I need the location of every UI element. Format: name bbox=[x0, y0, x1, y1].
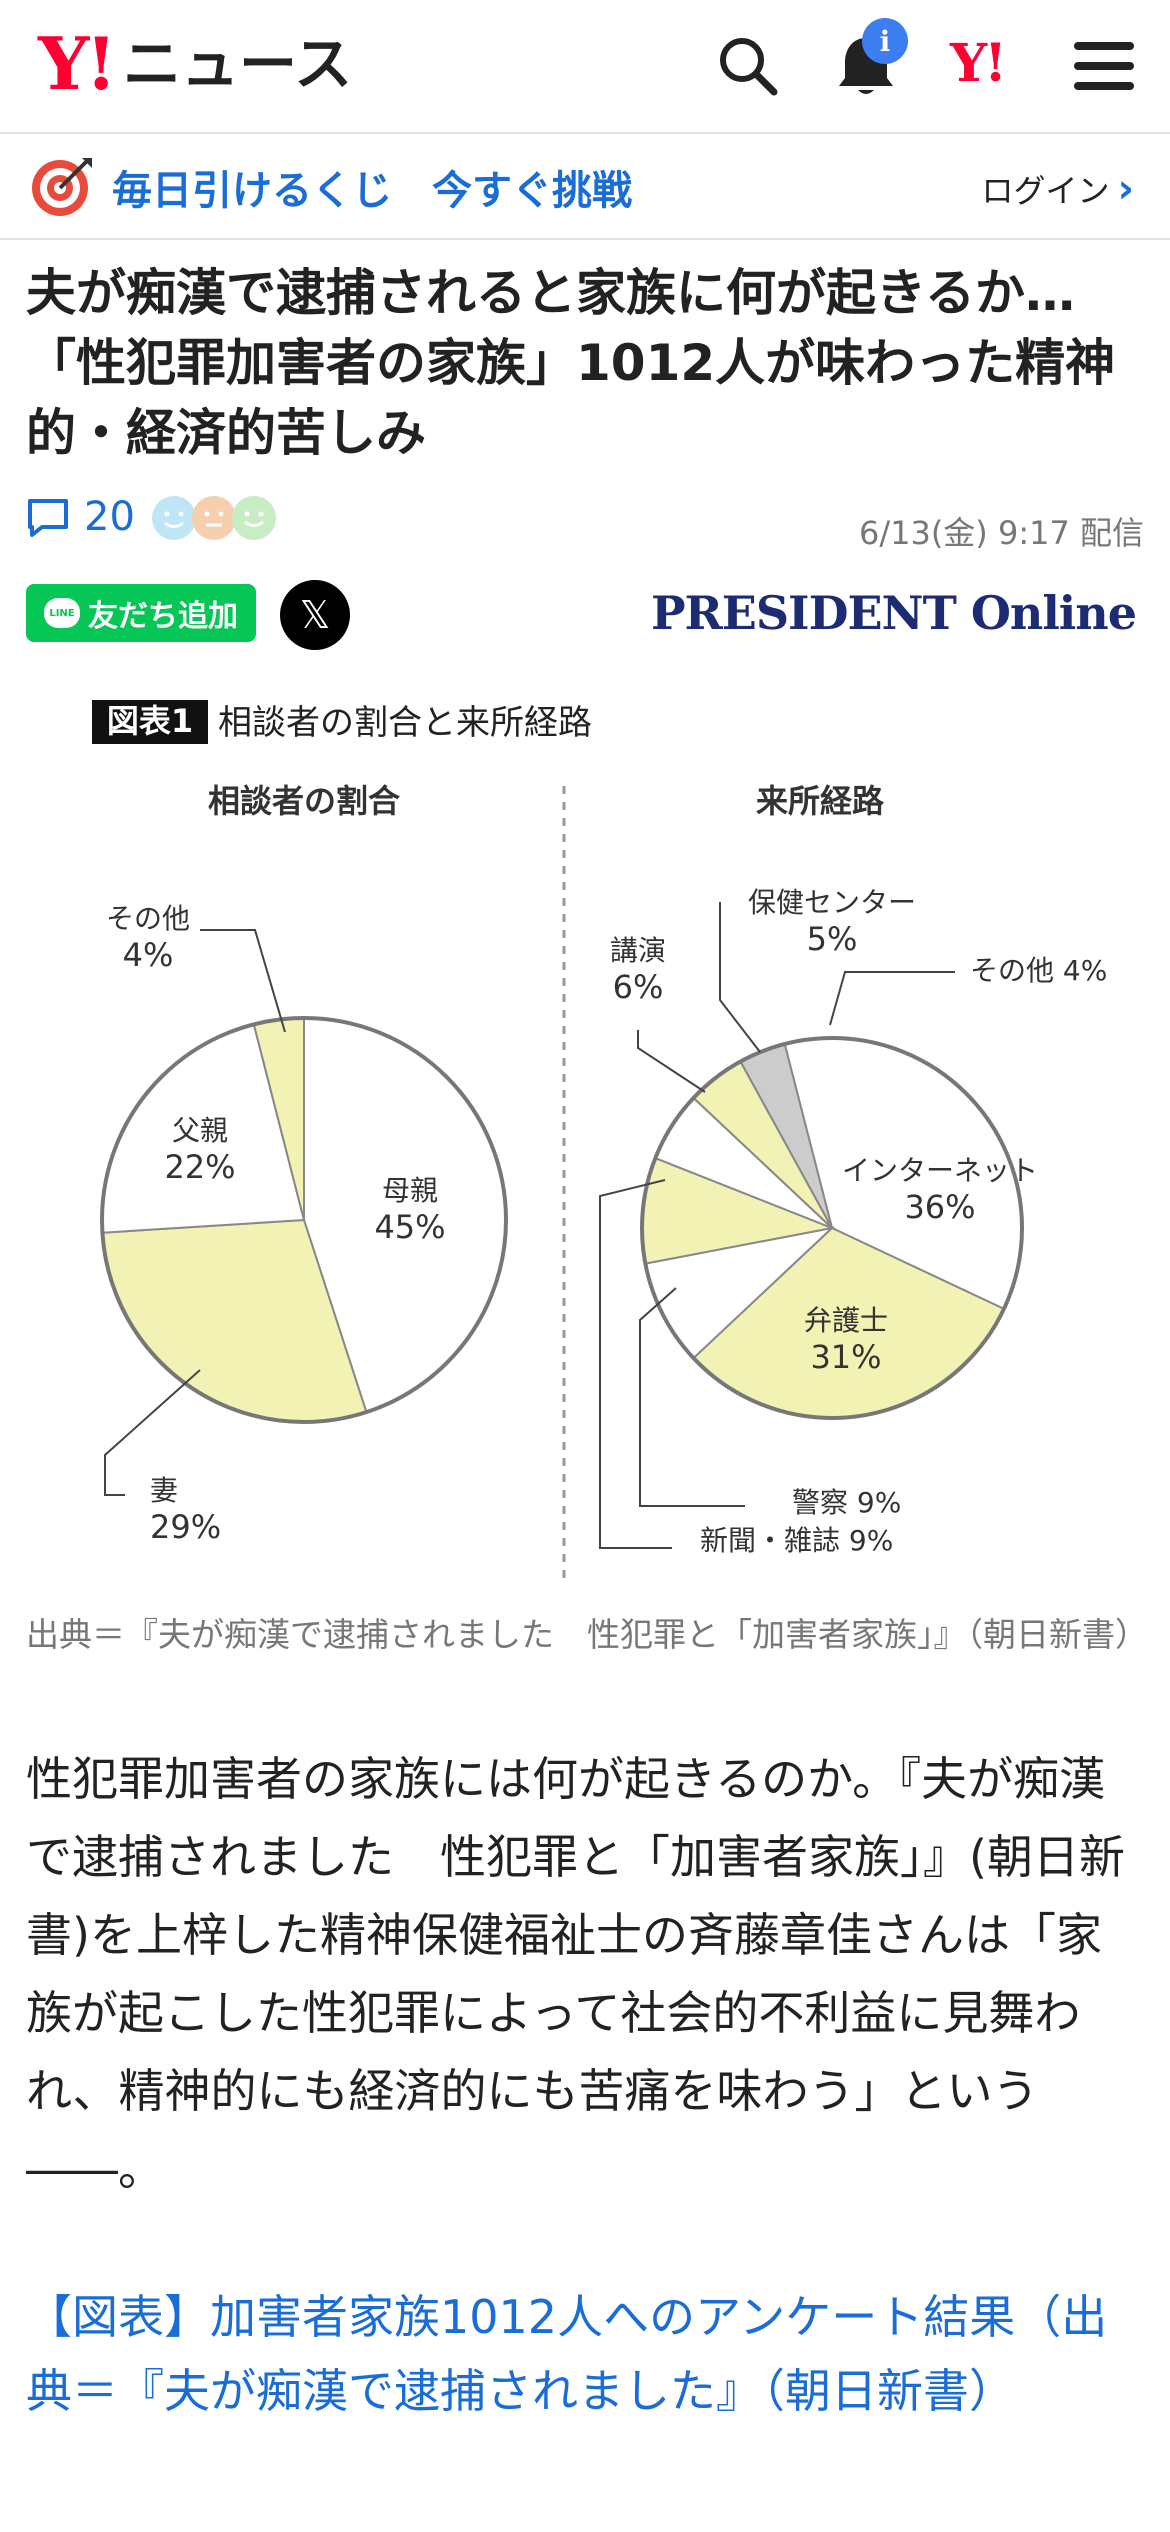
article-figure[interactable]: 図表1 相談者の割合と来所経路 相談者の割合 来所経路 母親 45% 妻 29% 父親 2… bbox=[0, 680, 1170, 1600]
slice-value-label: 36% bbox=[904, 1188, 975, 1226]
slice-value-label: 22% bbox=[164, 1148, 235, 1186]
chart-title-right: 来所経路 bbox=[756, 782, 885, 820]
slice-label: インターネット bbox=[842, 1154, 1038, 1187]
figure-label-box bbox=[92, 700, 208, 744]
chevron-right-icon: › bbox=[1117, 166, 1134, 212]
slice-value-label: 4% bbox=[123, 936, 174, 974]
line-logo-icon: LINE bbox=[44, 598, 80, 628]
smile-face-icon bbox=[232, 496, 276, 540]
reaction-faces[interactable] bbox=[152, 496, 276, 540]
article-lead-text: 性犯罪加害者の家族には何が起きるのか。『夫が痴漢で逮捕されました 性犯罪と「加害… bbox=[26, 1752, 1125, 2196]
slice-label: 警察 9% bbox=[792, 1486, 901, 1519]
notification-badge: i bbox=[862, 18, 908, 64]
slice-label: 母親 bbox=[382, 1174, 438, 1207]
comment-icon bbox=[28, 499, 68, 537]
leader-line bbox=[829, 971, 955, 1026]
yahoo-mark-icon[interactable]: Y! bbox=[950, 33, 1007, 94]
happy-face-icon bbox=[152, 496, 196, 540]
pie-outline bbox=[100, 1016, 508, 1424]
app-header: Y! ニュース i Y! bbox=[0, 0, 1170, 134]
slice-label: その他 bbox=[106, 902, 190, 935]
figure-label: 図表1 bbox=[107, 702, 193, 740]
x-logo-icon: 𝕏 bbox=[299, 593, 331, 637]
article-meta: 20 6/13(金) 9:17 配信 bbox=[26, 490, 1144, 552]
line-add-friend-button[interactable]: LINE 友だち追加 bbox=[26, 584, 256, 642]
figure-heading: 図表1 相談者の割合と来所経路 bbox=[92, 700, 592, 744]
slice-label: 新聞・雑誌 9% bbox=[700, 1524, 893, 1557]
pie-outline bbox=[640, 1036, 1024, 1420]
publish-date: 6/13(金) 9:17 配信 bbox=[858, 514, 1144, 552]
lottery-promo-text[interactable]: 毎日引けるくじ 今すぐ挑戦 bbox=[112, 168, 632, 214]
line-button-label: 友だち追加 bbox=[88, 599, 238, 634]
leader-line bbox=[637, 1030, 706, 1093]
share-row: LINE 友だち追加 𝕏 PRESIDENT Online bbox=[26, 580, 1144, 650]
leader-line bbox=[639, 1287, 745, 1507]
comments-link[interactable]: 20 bbox=[26, 494, 135, 540]
leader-line bbox=[104, 1369, 201, 1496]
news-logo-text: ニュース bbox=[123, 30, 353, 98]
yahoo-news-logo[interactable]: Y! ニュース bbox=[38, 28, 352, 100]
slice-value-label: 31% bbox=[810, 1338, 881, 1376]
article-title: 夫が痴漢で逮捕されると家族に何が起きるか…「性犯罪加害者の家族」1012人が味わ… bbox=[26, 264, 1116, 462]
slice-value-label: 5% bbox=[807, 920, 858, 958]
yahoo-logo-mark: Y! bbox=[38, 21, 117, 106]
slice-value-label: 29% bbox=[150, 1508, 221, 1546]
figure-caption: 出典＝『夫が痴漢で逮捕されました 性犯罪と「加害者家族」』（朝日新書） bbox=[26, 1615, 1148, 1654]
slice-label: 妻 bbox=[150, 1474, 178, 1507]
leader-line bbox=[719, 902, 761, 1053]
slice-value-label: 6% bbox=[613, 968, 664, 1006]
menu-hamburger-icon[interactable] bbox=[1070, 32, 1138, 100]
chart-title-left: 相談者の割合 bbox=[208, 782, 400, 820]
figure-title: 相談者の割合と来所経路 bbox=[218, 703, 592, 743]
slice-label: 父親 bbox=[172, 1114, 228, 1147]
slice-label: 講演 bbox=[610, 934, 666, 967]
slice-value-label: 45% bbox=[374, 1208, 445, 1246]
leader-line bbox=[200, 929, 286, 1033]
x-share-button[interactable]: 𝕏 bbox=[280, 580, 350, 650]
lottery-promo-bar[interactable]: 毎日引けるくじ 今すぐ挑戦 ログイン › bbox=[0, 134, 1170, 240]
slice-label: 保健センター bbox=[748, 886, 916, 919]
search-icon[interactable] bbox=[714, 32, 782, 100]
login-link[interactable]: ログイン › bbox=[982, 166, 1135, 212]
target-icon bbox=[30, 154, 96, 224]
leader-line bbox=[599, 1179, 672, 1549]
slice-label: 弁護士 bbox=[804, 1304, 888, 1337]
provider-logo[interactable]: PRESIDENT Online bbox=[650, 586, 1137, 640]
thinking-face-icon bbox=[192, 496, 236, 540]
login-label: ログイン bbox=[981, 172, 1110, 210]
slice-label: その他 4% bbox=[970, 954, 1107, 987]
notification-bell-icon[interactable]: i bbox=[832, 18, 908, 100]
figure-link[interactable]: 【図表】加害者家族1012人へのアンケート結果（出典＝『夫が痴漢で逮捕されました… bbox=[26, 2290, 1108, 2418]
comment-count: 20 bbox=[84, 494, 135, 540]
